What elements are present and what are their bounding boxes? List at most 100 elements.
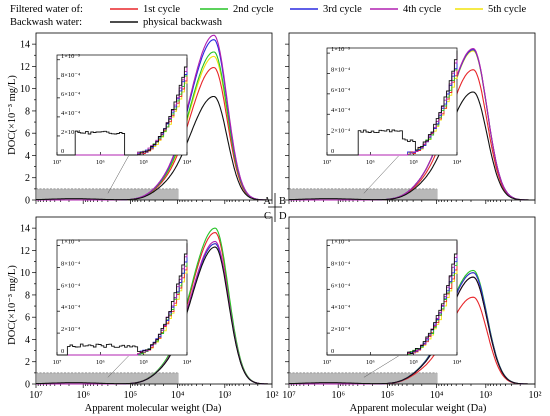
inset-y-tick-label: 8×10⁻⁴: [331, 260, 351, 267]
inset-pointer: [107, 155, 129, 194]
x-axis-label-left: Apparent molecular weight (Da): [85, 403, 222, 414]
legend-label-3rd: 3rd cycle: [323, 4, 362, 15]
shaded-region: [37, 372, 179, 384]
panel-label-a: A: [263, 196, 271, 207]
inset-y-tick-label: 2×10⁻⁴: [331, 326, 351, 333]
inset-y-tick-label: 4×10⁻⁴: [61, 304, 81, 311]
y-tick-label: 12: [20, 62, 30, 73]
series-line: [289, 276, 535, 385]
x-tick-label: 10⁶: [76, 390, 90, 401]
inset-x-tick-label: 10⁶: [96, 159, 105, 166]
inset-y-tick-label: 6×10⁻⁴: [331, 282, 351, 289]
y-tick-label: 4: [25, 335, 30, 346]
series-group: [289, 48, 535, 201]
y-tick-label: 10: [20, 84, 30, 95]
inset-y-tick-label: 4×10⁻⁴: [61, 110, 81, 117]
x-tick-label: 10²: [529, 390, 542, 401]
series-line: [289, 91, 535, 201]
y-tick-label: 0: [25, 380, 30, 391]
inset-x-tick-label: 10⁴: [183, 159, 193, 166]
y-tick-label: 0: [25, 196, 30, 207]
inset-frame: [326, 47, 458, 156]
panels: 0 2 4 6 8 10 12 14 0 2×10⁻⁴ 4×10⁻⁴ 6×10⁻⁴ 8×10⁻⁴ 1×10…: [20, 32, 542, 401]
inset-y-tick-label: 6×10⁻⁴: [331, 87, 351, 94]
inset-x-tick-label: 10⁴: [453, 159, 463, 166]
inset-y-tick-label: 6×10⁻⁴: [61, 91, 81, 98]
inset: 0 2×10⁻⁴ 4×10⁻⁴ 6×10⁻⁴ 8×10⁻⁴ 1×10⁻³ 10⁷ 10⁶ 10⁵…: [323, 46, 463, 166]
inset-x-tick-label: 10⁶: [366, 359, 375, 366]
inset-x-tick-label: 10⁴: [453, 359, 463, 366]
inset-y-tick-label: 4×10⁻⁴: [331, 107, 351, 114]
y-tick-label: 2: [25, 357, 30, 368]
y-tick-label: 4: [25, 151, 30, 162]
legend-filtered-label: Filtered water of:: [10, 4, 83, 15]
y-tick-label: 14: [20, 40, 30, 51]
y-tick-label: 14: [20, 224, 30, 235]
x-tick-label: 10²: [266, 390, 279, 401]
inset-x-tick-label: 10⁷: [53, 159, 62, 166]
x-axis-label-right: Apparent molecular weight (Da): [350, 403, 487, 414]
y-tick-label: 8: [25, 290, 30, 301]
inset-y-tick-label: 2×10⁻⁴: [331, 128, 351, 135]
inset-x-tick-label: 10⁴: [183, 359, 193, 366]
inset-series-line: [57, 243, 188, 356]
x-tick-label: 10⁷: [29, 390, 43, 401]
x-tick-label: 10⁴: [430, 390, 444, 401]
x-tick-label: 10⁶: [331, 390, 345, 401]
series-line: [36, 246, 272, 385]
panel-labels: A B C D: [263, 193, 287, 222]
legend-label-4th: 4th cycle: [403, 4, 442, 15]
panel-label-b: B: [279, 196, 286, 207]
x-tick-label: 10⁷: [282, 390, 296, 401]
series-line: [289, 48, 535, 201]
inset-y-tick-label: 8×10⁻⁴: [331, 66, 351, 73]
plot-frame: [35, 216, 273, 385]
inset-y-tick-label: 4×10⁻⁴: [331, 304, 351, 311]
inset-y-tick-label: 0: [61, 148, 64, 155]
x-tick-label: 10⁵: [381, 390, 395, 401]
y-tick-label: 6: [25, 129, 30, 140]
inset-y-tick-label: 1×10⁻³: [331, 238, 350, 245]
inset-pointer: [107, 355, 129, 378]
panel-b: 0 2×10⁻⁴ 4×10⁻⁴ 6×10⁻⁴ 8×10⁻⁴ 1×10⁻³ 10⁷ 10⁶ 10⁵…: [285, 32, 536, 204]
x-tick-label: 10³: [218, 390, 231, 401]
inset-x-tick-label: 10⁵: [409, 359, 418, 366]
legend-label-backwash: physical backwash: [143, 17, 223, 28]
series-line: [36, 34, 272, 201]
inset-x-tick-label: 10⁵: [409, 159, 418, 166]
inset-x-tick-label: 10⁶: [96, 359, 105, 366]
x-tick-label: 10³: [479, 390, 492, 401]
inset-y-tick-label: 1×10⁻³: [61, 53, 80, 60]
legend-backwash-label: Backwash water:: [10, 17, 82, 28]
y-axis-label-bottom: DOC(×10⁻³ mg/L): [7, 265, 18, 345]
inset-y-tick-label: 1×10⁻³: [331, 46, 350, 53]
inset-x-tick-label: 10⁵: [139, 359, 148, 366]
inset: 0 2×10⁻⁴ 4×10⁻⁴ 6×10⁻⁴ 8×10⁻⁴ 1×10⁻³ 10⁷ 10⁶ 10⁵…: [53, 238, 193, 366]
panel-c: 10⁷ 10⁶ 10⁵ 10⁴ 10³ 10² 0 2 4 6 8 10 12 14 0 2×10⁻⁴ 4×10…: [20, 216, 279, 401]
shaded-region: [37, 188, 179, 200]
inset-frame: [326, 239, 458, 356]
plot-frame: [288, 32, 536, 201]
inset-y-tick-label: 8×10⁻⁴: [61, 260, 81, 267]
inset-y-tick-label: 1×10⁻³: [61, 238, 80, 245]
inset-y-tick-label: 8×10⁻⁴: [61, 72, 81, 79]
legend-label-1st: 1st cycle: [143, 4, 180, 15]
panel-d: 10⁷ 10⁶ 10⁵ 10⁴ 10³ 10² 0 2×10⁻⁴ 4×10⁻⁴ 6×10⁻⁴ 8×1…: [282, 216, 542, 401]
inset-pointer: [363, 355, 399, 378]
x-tick-label: 10⁴: [171, 390, 185, 401]
inset-y-tick-label: 0: [61, 348, 64, 355]
inset-y-tick-label: 2×10⁻⁴: [61, 129, 81, 136]
inset-series-line: [57, 57, 188, 156]
inset-series-line: [57, 60, 188, 156]
y-tick-label: 2: [25, 173, 30, 184]
inset-x-tick-label: 10⁵: [139, 159, 148, 166]
inset-series-line: [327, 50, 458, 156]
inset-series-line: [327, 241, 458, 356]
legend: Filtered water of: Backwash water: 1st c…: [10, 4, 527, 28]
panel-label-d: D: [279, 211, 287, 222]
y-axis-label-top: DOC(×10⁻³ mg/L): [7, 75, 18, 155]
series-group: [36, 34, 272, 201]
inset-y-tick-label: 0: [331, 348, 334, 355]
inset-y-tick-label: 6×10⁻⁴: [61, 282, 81, 289]
inset-x-tick-label: 10⁶: [366, 159, 375, 166]
